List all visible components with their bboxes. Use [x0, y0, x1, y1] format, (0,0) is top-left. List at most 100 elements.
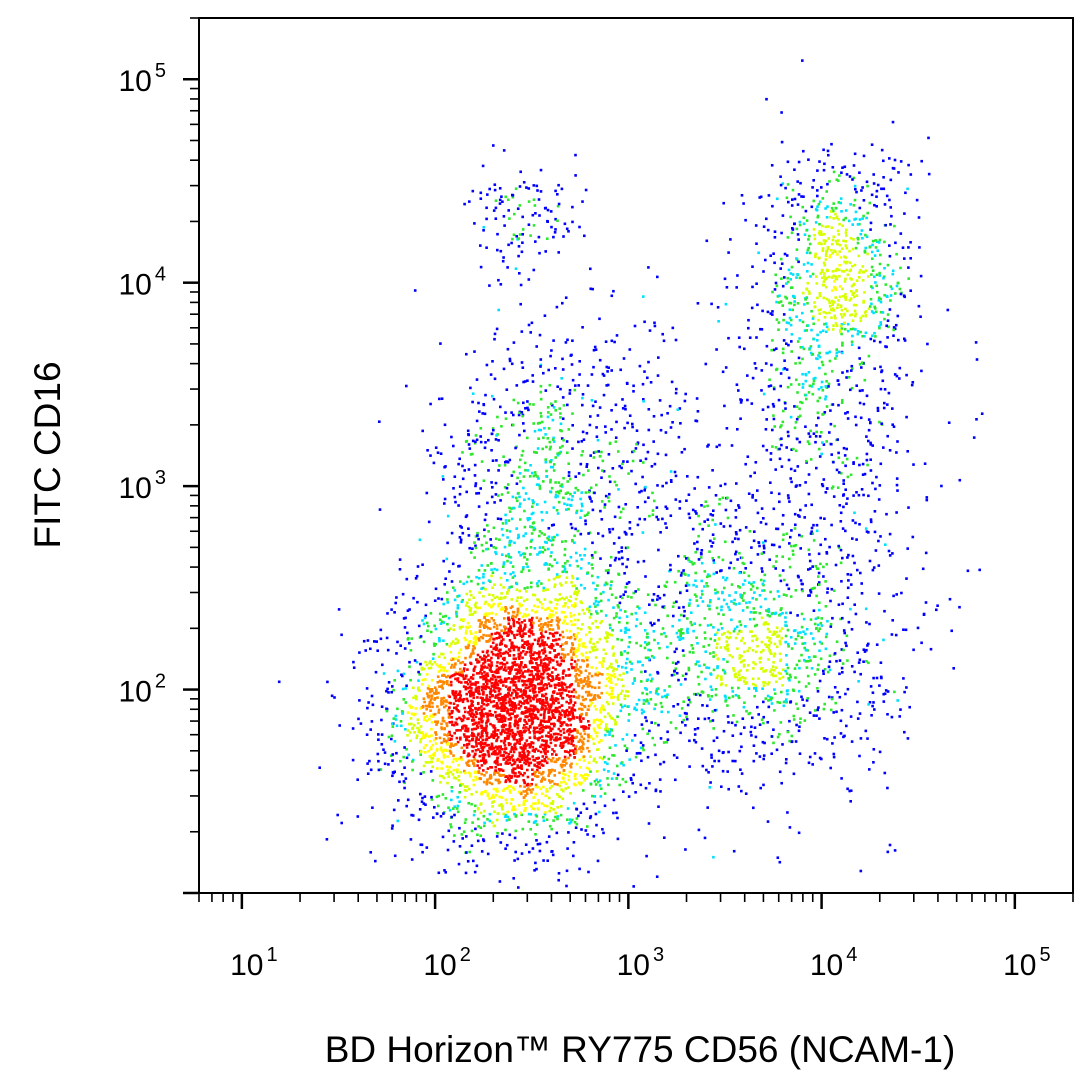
event-dot: [460, 719, 464, 723]
event-dot: [773, 642, 777, 646]
event-dot: [866, 644, 869, 647]
event-dot: [589, 612, 593, 616]
event-dot: [586, 833, 589, 836]
event-dot: [520, 711, 524, 715]
event-dot: [721, 769, 725, 773]
event-dot: [592, 721, 596, 724]
event-dot: [462, 667, 466, 670]
event-dot: [597, 810, 601, 814]
event-dot: [496, 760, 499, 764]
event-dot: [694, 740, 698, 744]
event-dot: [417, 730, 420, 734]
event-dot: [509, 708, 513, 712]
event-dot: [671, 624, 674, 628]
event-dot: [518, 611, 522, 615]
event-dot: [538, 628, 542, 631]
event-dot: [585, 766, 589, 770]
event-dot: [409, 717, 413, 720]
event-dot: [703, 520, 706, 523]
event-dot: [567, 471, 571, 474]
event-dot: [566, 818, 569, 821]
event-dot: [531, 499, 534, 502]
event-dot: [717, 555, 721, 559]
event-dot: [512, 644, 515, 648]
event-dot: [546, 750, 549, 753]
event-dot: [511, 679, 514, 683]
event-dot: [492, 752, 495, 756]
event-dot: [460, 698, 464, 702]
event-dot: [516, 730, 520, 734]
event-dot: [551, 757, 555, 760]
event-dot: [752, 539, 756, 543]
event-dot: [419, 662, 422, 666]
event-dot: [493, 728, 497, 732]
event-dot: [421, 683, 424, 686]
event-dot: [445, 739, 448, 743]
event-dot: [495, 624, 499, 627]
event-dot: [524, 706, 527, 709]
event-dot: [400, 673, 403, 677]
event-dot: [560, 659, 564, 662]
event-dot: [522, 756, 526, 760]
event-dot: [503, 629, 507, 633]
event-dot: [576, 729, 579, 733]
event-dot: [624, 590, 627, 594]
event-dot: [524, 794, 527, 797]
event-dot: [429, 660, 432, 663]
event-dot: [487, 699, 490, 702]
event-dot: [471, 648, 475, 651]
event-dot: [620, 556, 624, 560]
event-dot: [408, 665, 411, 668]
event-dot: [561, 570, 564, 574]
event-dot: [636, 506, 639, 509]
event-dot: [444, 704, 448, 708]
event-dot: [555, 675, 558, 678]
event-dot: [555, 631, 559, 635]
event-dot: [530, 680, 534, 684]
event-dot: [545, 657, 548, 661]
event-dot: [717, 597, 720, 601]
event-dot: [453, 696, 457, 700]
event-dot: [546, 859, 549, 862]
event-dot: [491, 821, 494, 824]
event-dot: [801, 642, 804, 645]
event-dot: [427, 696, 430, 699]
event-dot: [560, 681, 563, 684]
event-dot: [545, 739, 548, 743]
event-dot: [606, 762, 609, 766]
event-dot: [679, 574, 683, 577]
event-dot: [528, 673, 532, 677]
event-dot: [437, 670, 441, 673]
event-dot: [558, 692, 562, 695]
event-dot: [445, 557, 449, 561]
event-dot: [644, 670, 647, 673]
event-dot: [693, 562, 696, 565]
event-dot: [596, 724, 600, 727]
event-dot: [661, 627, 665, 630]
event-dot: [430, 798, 434, 801]
event-dot: [532, 593, 535, 597]
event-dot: [551, 753, 554, 756]
event-dot: [574, 486, 578, 490]
event-dot: [538, 546, 542, 549]
event-dot: [626, 657, 629, 661]
event-dot: [569, 595, 572, 598]
event-dot: [644, 641, 647, 644]
event-dot: [493, 596, 497, 600]
event-dot: [557, 620, 560, 624]
event-dot: [785, 583, 789, 587]
event-dot: [499, 654, 503, 658]
event-dot: [490, 495, 494, 499]
event-dot: [527, 408, 530, 412]
event-dot: [759, 578, 763, 582]
event-dot: [364, 649, 367, 652]
event-dot: [450, 531, 454, 535]
event-dot: [450, 663, 454, 667]
event-dot: [737, 696, 741, 700]
event-dot: [853, 603, 856, 606]
event-dot: [533, 735, 536, 738]
event-dot: [481, 738, 485, 742]
event-dot: [466, 729, 470, 733]
event-dot: [482, 707, 486, 711]
event-dot: [449, 627, 452, 630]
